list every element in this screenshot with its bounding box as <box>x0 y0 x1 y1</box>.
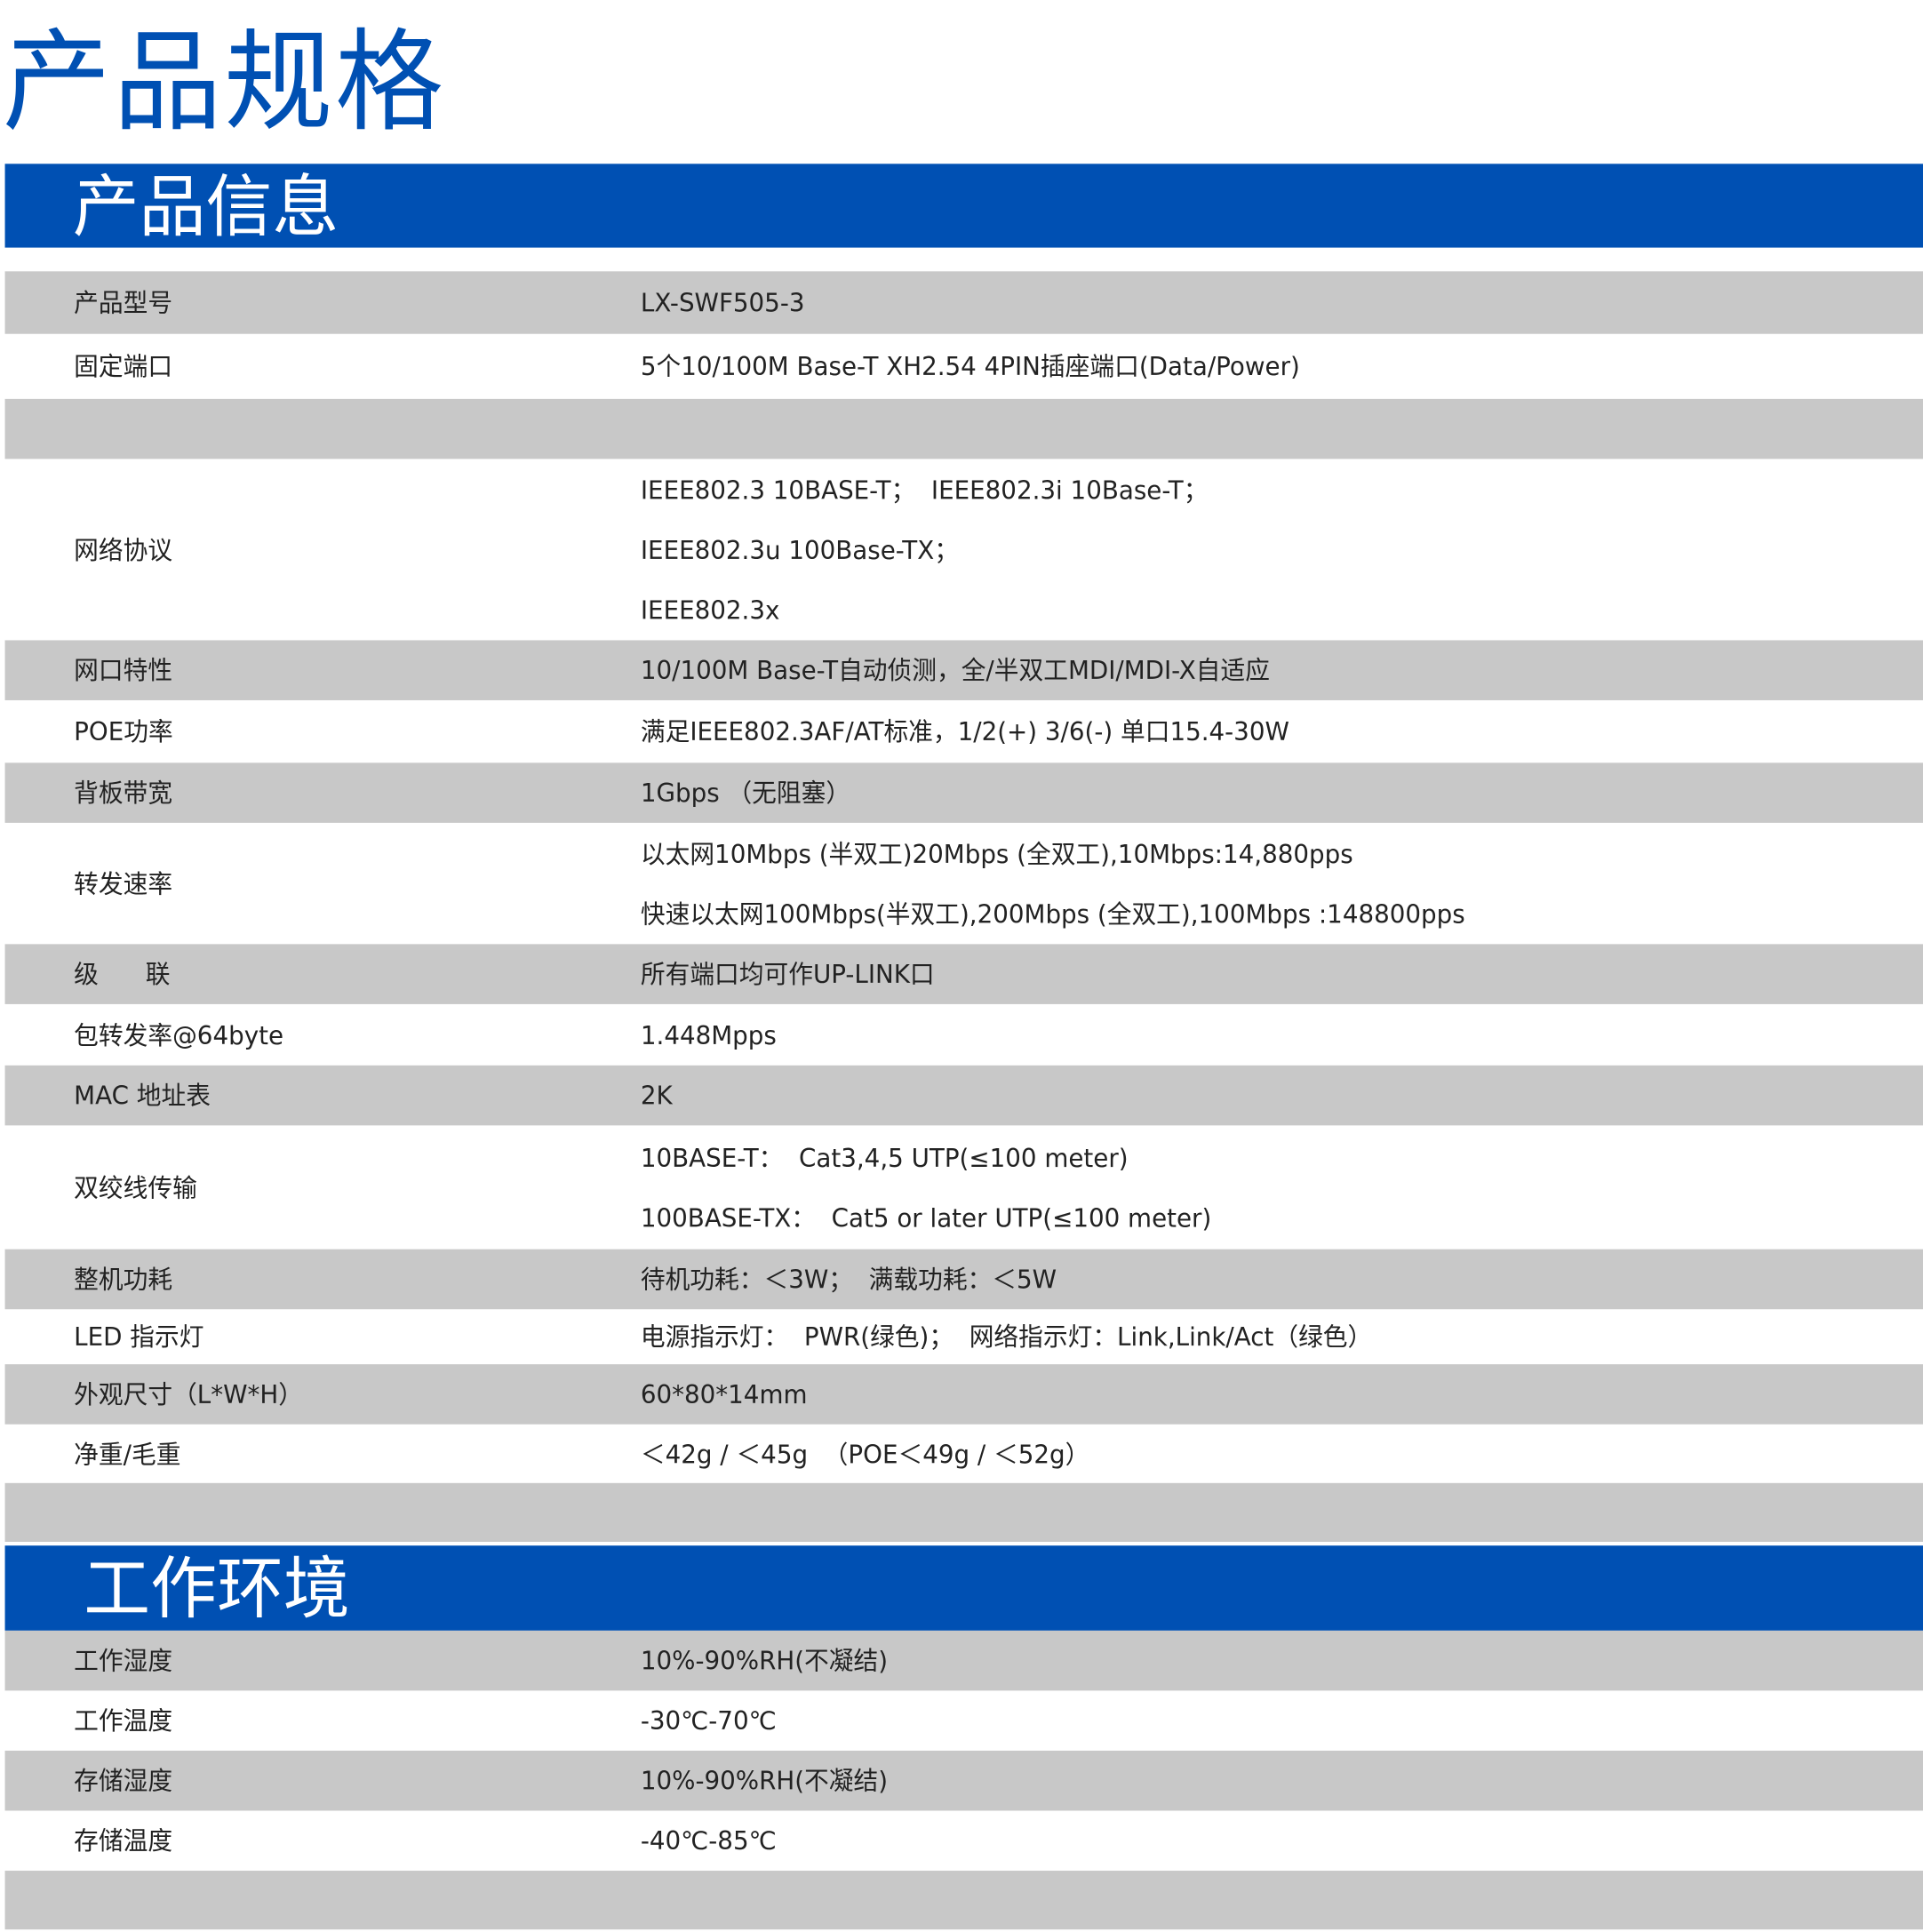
spec-value: 快速以太网100Mbps(半双工),200Mbps (全双工),100Mbps … <box>640 898 1465 929</box>
spec-row: 转发速率 以太网10Mbps (半双工)20Mbps (全双工),10Mbps:1… <box>5 823 1923 944</box>
spec-label: 转发速率 <box>74 868 173 899</box>
spec-label: MAC 地址表 <box>74 1080 211 1111</box>
spec-values: 以太网10Mbps (半双工)20Mbps (全双工),10Mbps:14,88… <box>641 824 1465 944</box>
spec-row: 整机功耗 待机功耗：＜3W； 满载功耗：＜5W <box>4 1249 1923 1310</box>
spec-row: MAC 地址表 2K <box>4 1065 1923 1126</box>
spec-label: 网络协议 <box>74 534 173 565</box>
spec-value: -30℃-70℃ <box>640 1705 777 1736</box>
spec-value: 1.448Mpps <box>640 1019 777 1050</box>
spec-row: 外观尺寸（L*W*H） 60*80*14mm <box>4 1364 1923 1425</box>
spec-values: 10/100M Base-T自动侦测，全/半双工MDI/MDI-X自适应 <box>641 640 1270 700</box>
spec-value: 满足IEEE802.3AF/AT标准，1/2(+) 3/6(-) 单口15.4-… <box>640 716 1289 747</box>
spec-values: 1Gbps （无阻塞） <box>641 762 850 823</box>
section-header: 产品信息 <box>4 164 1923 248</box>
spec-label: 产品型号 <box>74 287 173 318</box>
spec-value: ＜42g / ＜45g （POE＜49g / ＜52g） <box>640 1438 1090 1469</box>
spec-row: 网络协议 IEEE802.3 10BASE-T； IEEE802.3i 10Bas… <box>5 459 1923 640</box>
spec-row: 双绞线传输 10BASE-T： Cat3,4,5 UTP(≤100 meter) 1… <box>5 1125 1923 1249</box>
spec-label: 工作温度 <box>74 1705 173 1736</box>
spec-values: -30℃-70℃ <box>641 1690 777 1751</box>
spec-value: 100BASE-TX： Cat5 or later UTP(≤100 meter… <box>640 1202 1212 1233</box>
spec-value: 待机功耗：＜3W； 满载功耗：＜5W <box>640 1264 1057 1295</box>
spec-value: 5个10/100M Base-T XH2.54 4PIN插座端口(Data/Po… <box>640 351 1300 382</box>
spec-row <box>4 1482 1923 1542</box>
spec-label: LED 指示灯 <box>74 1321 204 1353</box>
spec-row <box>4 398 1923 459</box>
spec-row: 级 联 所有端口均可作UP-LINK口 <box>4 944 1923 1004</box>
spec-values: 10BASE-T： Cat3,4,5 UTP(≤100 meter) 100BAS… <box>641 1128 1211 1248</box>
spec-row: 存储湿度 10%-90%RH(不凝结) <box>4 1750 1923 1811</box>
spec-values: 待机功耗：＜3W； 满载功耗：＜5W <box>641 1249 1057 1310</box>
spec-label: 级 联 <box>74 959 171 990</box>
spec-row: 产品型号 LX-SWF505-3 <box>4 271 1923 334</box>
spec-label: 工作湿度 <box>74 1645 173 1676</box>
spec-label: POE功率 <box>74 716 173 747</box>
spec-label: 存储湿度 <box>74 1765 173 1796</box>
spec-label: 净重/毛重 <box>74 1438 181 1469</box>
spec-value: 10/100M Base-T自动侦测，全/半双工MDI/MDI-X自适应 <box>640 655 1270 686</box>
spec-label: 整机功耗 <box>74 1264 173 1295</box>
spec-values: 10%-90%RH(不凝结) <box>641 1631 888 1691</box>
spec-row: 包转发率@64byte 1.448Mpps <box>5 1004 1923 1066</box>
page-title: 产品规格 <box>2 17 446 147</box>
spec-row: 工作温度 -30℃-70℃ <box>5 1690 1923 1751</box>
spec-row: 固定端口 5个10/100M Base-T XH2.54 4PIN插座端口(Dat… <box>5 334 1923 399</box>
spec-row: 背板带宽 1Gbps （无阻塞） <box>4 762 1923 823</box>
spec-value: IEEE802.3 10BASE-T； IEEE802.3i 10Base-T； <box>640 474 1209 505</box>
spec-values: 满足IEEE802.3AF/AT标准，1/2(+) 3/6(-) 单口15.4-… <box>641 701 1289 762</box>
spec-values: IEEE802.3 10BASE-T； IEEE802.3i 10Base-T；… <box>641 459 1209 640</box>
spec-value: IEEE802.3u 100Base-TX； <box>640 534 959 565</box>
spec-label: 网口特性 <box>74 655 173 686</box>
spec-value: 10%-90%RH(不凝结) <box>640 1765 889 1796</box>
spec-value: 所有端口均可作UP-LINK口 <box>640 959 935 990</box>
spec-value: LX-SWF505-3 <box>640 287 805 318</box>
section-header: 工作环境 <box>4 1545 1923 1631</box>
spec-value: 电源指示灯： PWR(绿色)； 网络指示灯：Link,Link/Act（绿色） <box>640 1321 1373 1353</box>
spec-label: 存储温度 <box>74 1825 173 1856</box>
spec-label: 背板带宽 <box>74 778 173 808</box>
spec-label: 双绞线传输 <box>74 1172 197 1202</box>
spec-value: 10%-90%RH(不凝结) <box>640 1645 889 1676</box>
spec-value: IEEE802.3x <box>640 595 780 625</box>
spec-values: -40℃-85℃ <box>641 1810 777 1871</box>
spec-label: 固定端口 <box>74 351 173 382</box>
spec-row: POE功率 满足IEEE802.3AF/AT标准，1/2(+) 3/6(-) 单口… <box>5 700 1923 762</box>
spec-value: 10BASE-T： Cat3,4,5 UTP(≤100 meter) <box>640 1142 1129 1173</box>
spec-row: 净重/毛重 ＜42g / ＜45g （POE＜49g / ＜52g） <box>5 1425 1923 1483</box>
spec-row: 网口特性 10/100M Base-T自动侦测，全/半双工MDI/MDI-X自适应 <box>4 640 1923 700</box>
spec-value: 2K <box>640 1080 673 1111</box>
spec-value: -40℃-85℃ <box>640 1825 777 1856</box>
spec-value: 60*80*14mm <box>640 1379 808 1409</box>
spec-row: 存储温度 -40℃-85℃ <box>5 1810 1923 1871</box>
spec-values: 10%-90%RH(不凝结) <box>641 1751 888 1811</box>
section-title: 产品信息 <box>72 167 339 247</box>
spec-value: 1Gbps （无阻塞） <box>640 778 851 808</box>
spec-values: 2K <box>641 1066 673 1126</box>
spec-values: 电源指示灯： PWR(绿色)； 网络指示灯：Link,Link/Act（绿色） <box>641 1306 1372 1367</box>
spec-row <box>4 1871 1923 1930</box>
section-title: 工作环境 <box>84 1549 350 1629</box>
spec-values: 所有端口均可作UP-LINK口 <box>641 944 935 1004</box>
spec-values: 1.448Mpps <box>641 1005 777 1066</box>
spec-row: LED 指示灯 电源指示灯： PWR(绿色)； 网络指示灯：Link,Link/A… <box>5 1309 1923 1364</box>
spec-row: 工作湿度 10%-90%RH(不凝结) <box>4 1630 1923 1691</box>
spec-values: ＜42g / ＜45g （POE＜49g / ＜52g） <box>641 1424 1090 1484</box>
spec-values: 5个10/100M Base-T XH2.54 4PIN插座端口(Data/Po… <box>641 337 1300 397</box>
spec-label: 外观尺寸（L*W*H） <box>74 1379 303 1409</box>
spec-value: 以太网10Mbps (半双工)20Mbps (全双工),10Mbps:14,88… <box>640 838 1353 869</box>
spec-values: 60*80*14mm <box>641 1364 808 1425</box>
spec-label: 包转发率@64byte <box>74 1019 284 1050</box>
spec-values: LX-SWF505-3 <box>641 273 805 333</box>
